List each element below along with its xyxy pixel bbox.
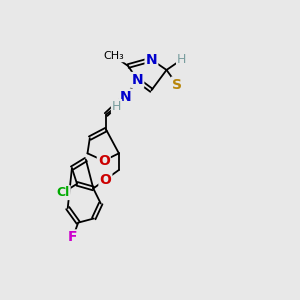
Text: O: O — [98, 154, 110, 168]
Text: N: N — [146, 52, 157, 67]
Text: Cl: Cl — [56, 186, 70, 199]
Text: S: S — [172, 77, 182, 92]
Text: H: H — [177, 53, 186, 66]
Text: H: H — [112, 100, 121, 113]
Text: F: F — [68, 230, 78, 244]
Text: N: N — [132, 73, 143, 87]
Text: N: N — [120, 89, 131, 103]
Text: CH₃: CH₃ — [104, 51, 124, 61]
Text: O: O — [100, 173, 111, 187]
